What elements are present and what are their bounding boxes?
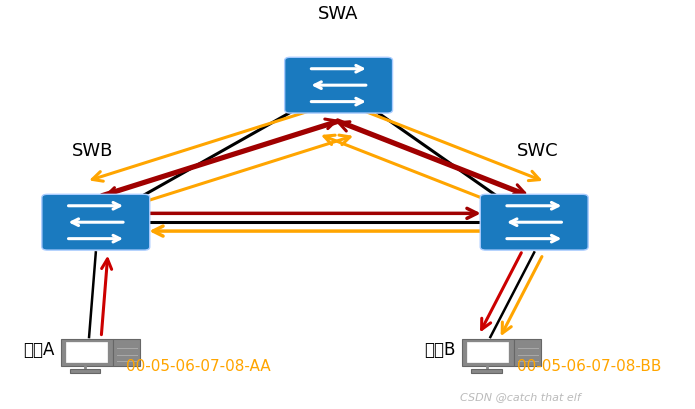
FancyBboxPatch shape [480,195,588,250]
Text: SWA: SWA [318,5,359,23]
Text: 00-05-06-07-08-BB: 00-05-06-07-08-BB [517,358,662,373]
FancyBboxPatch shape [60,339,113,366]
FancyBboxPatch shape [113,339,140,366]
FancyBboxPatch shape [285,58,393,114]
Text: SWB: SWB [72,142,113,160]
Text: 主朼A: 主朼A [23,340,54,358]
FancyBboxPatch shape [514,339,541,366]
Text: SWC: SWC [517,142,558,160]
FancyBboxPatch shape [70,369,101,373]
FancyBboxPatch shape [66,342,107,363]
FancyBboxPatch shape [462,339,514,366]
Text: 主朼B: 主朼B [424,340,455,358]
Text: CSDN @catch that elf: CSDN @catch that elf [460,391,581,402]
FancyBboxPatch shape [467,342,508,363]
FancyBboxPatch shape [42,195,149,250]
Text: 00-05-06-07-08-AA: 00-05-06-07-08-AA [126,358,271,373]
FancyBboxPatch shape [471,369,502,373]
